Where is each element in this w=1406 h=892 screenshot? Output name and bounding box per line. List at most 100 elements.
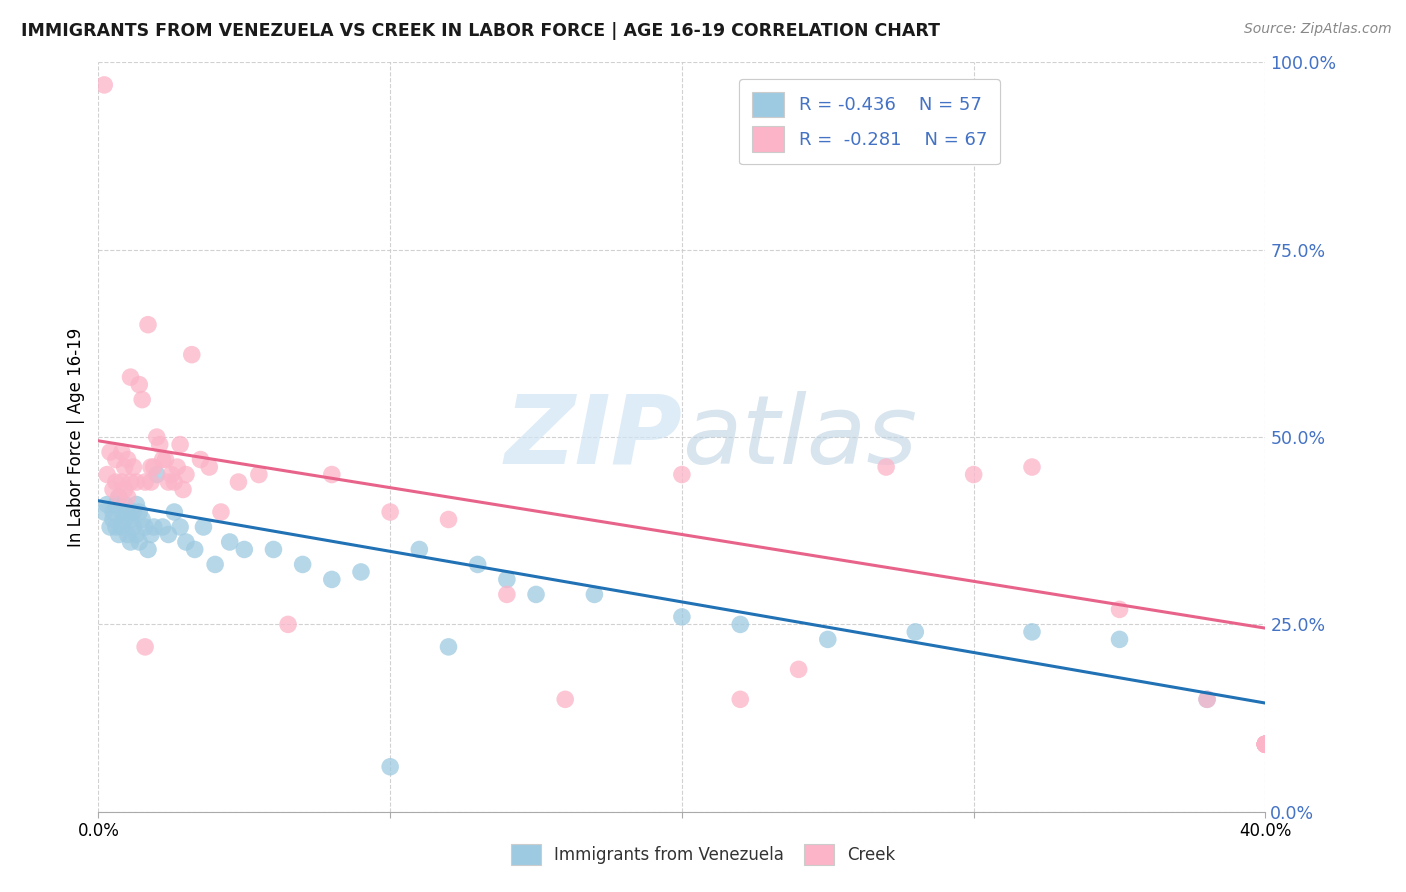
Point [104, 452, 127, 467]
Point [496, 587, 519, 601]
Point [321, 467, 343, 482]
Point [1254, 737, 1277, 751]
Point [1254, 737, 1277, 751]
Point [125, 498, 148, 512]
Point [152, 520, 174, 534]
Point [1254, 737, 1277, 751]
Point [1254, 737, 1277, 751]
Point [96, 498, 118, 512]
Point [104, 475, 127, 489]
Point [321, 573, 343, 587]
Point [1021, 460, 1043, 475]
Point [122, 505, 145, 519]
Legend: Immigrants from Venezuela, Creek: Immigrants from Venezuela, Creek [501, 834, 905, 875]
Point [1254, 737, 1277, 751]
Point [198, 460, 221, 475]
Point [146, 467, 169, 482]
Point [134, 640, 156, 654]
Point [380, 760, 402, 774]
Point [122, 520, 145, 534]
Point [787, 662, 810, 676]
Point [108, 527, 131, 541]
Point [108, 490, 131, 504]
Point [117, 452, 139, 467]
Point [142, 520, 165, 534]
Point [233, 542, 256, 557]
Point [131, 512, 153, 526]
Point [157, 527, 180, 541]
Point [904, 624, 927, 639]
Point [218, 535, 240, 549]
Point [111, 475, 134, 489]
Point [204, 558, 226, 572]
Point [114, 512, 136, 526]
Point [160, 467, 183, 482]
Point [93, 505, 115, 519]
Point [139, 475, 162, 489]
Point [128, 535, 150, 549]
Point [128, 505, 150, 519]
Point [875, 460, 897, 475]
Point [437, 512, 460, 526]
Point [1254, 737, 1277, 751]
Point [172, 483, 194, 497]
Point [98, 520, 121, 534]
Point [136, 318, 159, 332]
Point [169, 437, 191, 451]
Point [120, 535, 142, 549]
Text: Source: ZipAtlas.com: Source: ZipAtlas.com [1244, 22, 1392, 37]
Point [136, 542, 159, 557]
Point [93, 78, 115, 92]
Point [496, 573, 519, 587]
Point [125, 475, 148, 489]
Text: atlas: atlas [682, 391, 917, 483]
Point [134, 475, 156, 489]
Text: IMMIGRANTS FROM VENEZUELA VS CREEK IN LABOR FORCE | AGE 16-19 CORRELATION CHART: IMMIGRANTS FROM VENEZUELA VS CREEK IN LA… [21, 22, 941, 40]
Point [142, 460, 165, 475]
Point [104, 498, 127, 512]
Point [962, 467, 984, 482]
Point [583, 587, 606, 601]
Point [1021, 624, 1043, 639]
Point [408, 542, 430, 557]
Point [1254, 737, 1277, 751]
Point [117, 527, 139, 541]
Point [114, 498, 136, 512]
Point [1195, 692, 1218, 706]
Point [157, 475, 180, 489]
Point [139, 460, 162, 475]
Point [190, 452, 212, 467]
Point [262, 542, 284, 557]
Point [96, 467, 118, 482]
Point [183, 542, 205, 557]
Point [1108, 602, 1130, 616]
Point [117, 505, 139, 519]
Text: ZIP: ZIP [503, 391, 682, 483]
Point [163, 475, 186, 489]
Point [155, 452, 177, 467]
Point [101, 505, 124, 519]
Point [174, 535, 197, 549]
Point [174, 467, 197, 482]
Point [101, 512, 124, 526]
Point [125, 527, 148, 541]
Point [1254, 737, 1277, 751]
Point [120, 370, 142, 384]
Point [146, 430, 169, 444]
Point [350, 565, 373, 579]
Point [108, 490, 131, 504]
Point [1108, 632, 1130, 647]
Point [209, 505, 232, 519]
Point [1254, 737, 1277, 751]
Point [139, 527, 162, 541]
Point [111, 445, 134, 459]
Point [111, 520, 134, 534]
Point [817, 632, 839, 647]
Point [98, 445, 121, 459]
Point [149, 437, 172, 451]
Point [1195, 692, 1218, 706]
Point [131, 392, 153, 407]
Point [671, 610, 693, 624]
Point [120, 512, 142, 526]
Point [730, 692, 752, 706]
